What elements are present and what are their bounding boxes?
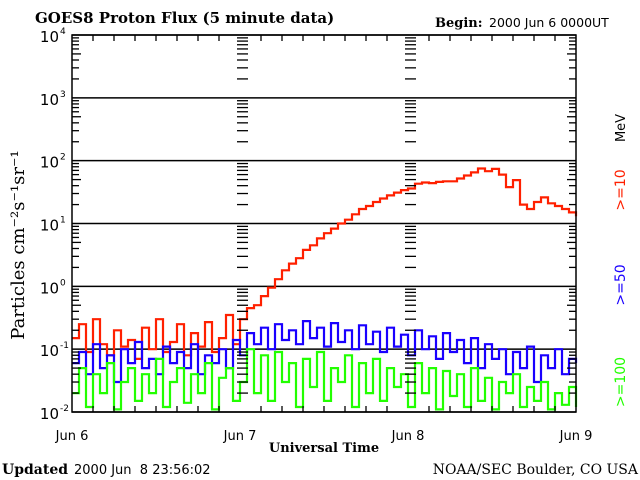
legend-ge100: >=100 — [613, 357, 629, 407]
units-label: MeV — [614, 114, 629, 142]
y-tick-exponent: 0 — [60, 278, 66, 288]
x-axis-label: Universal Time — [269, 441, 379, 456]
y-tick-exponent: 4 — [60, 27, 66, 37]
y-tick-label: 10 — [40, 342, 59, 360]
y-tick-label: 10 — [40, 154, 59, 172]
chart-title: GOES8 Proton Flux (5 minute data) — [35, 9, 334, 27]
y-tick-exponent: 2 — [60, 153, 66, 163]
legend-ge50: >=50 — [613, 264, 629, 305]
series-line-ge10 — [72, 167, 578, 360]
series-group — [72, 167, 578, 411]
y-tick-label: 10 — [40, 91, 59, 109]
y-tick-exponent: -2 — [60, 404, 69, 414]
legend-ge10: >=10 — [613, 169, 629, 210]
x-tick-label: Jun 6 — [55, 429, 89, 444]
begin-label: Begin: — [435, 16, 483, 31]
y-tick-label: 10 — [40, 217, 59, 235]
updated-value: 2000 Jun 8 23:56:02 — [74, 463, 211, 478]
begin-value: 2000 Jun 6 0000UT — [489, 15, 609, 30]
y-tick-label: 10 — [40, 28, 59, 46]
y-axis-label: Particles cm⁻²s⁻¹sr⁻¹ — [8, 150, 29, 339]
y-tick-exponent: 3 — [60, 90, 66, 100]
credit: NOAA/SEC Boulder, CO USA — [433, 462, 639, 478]
axes: Jun 6 Jun 7 Jun 8 Jun 910 410 310 210 110 010 -11… — [40, 27, 592, 444]
y-tick-exponent: 1 — [60, 216, 66, 226]
y-tick-exponent: -1 — [60, 341, 69, 351]
x-tick-label: Jun 7 — [223, 429, 257, 444]
updated-label: Updated — [2, 462, 68, 478]
x-tick-label: Jun 9 — [559, 429, 593, 444]
series-line-ge100 — [72, 348, 578, 411]
y-tick-label: 10 — [40, 279, 59, 297]
x-tick-label: Jun 8 — [391, 429, 425, 444]
y-tick-label: 10 — [40, 405, 59, 423]
